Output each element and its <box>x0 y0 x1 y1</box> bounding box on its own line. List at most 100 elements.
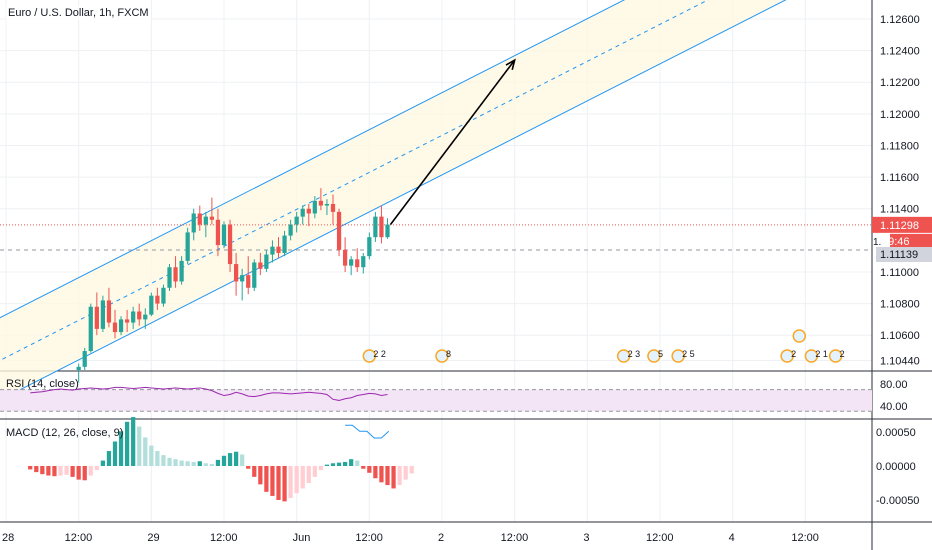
event-label: 2 5 <box>682 349 695 359</box>
macd-histogram-bar <box>336 462 342 466</box>
candle-body <box>167 267 172 288</box>
candle-body <box>276 246 281 253</box>
time-tick-label: 29 <box>147 532 159 544</box>
candle-body <box>185 232 190 261</box>
candle-body <box>197 213 202 225</box>
macd-histogram-bar <box>312 466 317 477</box>
candle-body <box>161 287 166 304</box>
candle-body <box>203 216 208 225</box>
channel-upper-line <box>0 0 626 319</box>
price-tick-label: 1.12000 <box>880 109 920 121</box>
ref-price-text: 1.11139 <box>880 249 918 261</box>
macd-histogram-bar <box>143 437 148 466</box>
time-tick-label: 3 <box>583 532 589 544</box>
event-flag-icon[interactable] <box>435 349 449 363</box>
macd-histogram-bar <box>221 455 227 466</box>
event-label: 8 <box>446 349 451 359</box>
candle-body <box>215 219 221 246</box>
candle-body <box>131 311 136 323</box>
event-flag-icon[interactable] <box>362 349 377 363</box>
price-tick-label: 1.10600 <box>880 330 920 342</box>
macd-histogram-bar <box>161 455 166 466</box>
price-tick-label: 1.11000 <box>880 267 919 279</box>
candle-body <box>227 224 233 265</box>
candle-body <box>191 213 196 233</box>
macd-histogram-bar <box>112 441 118 466</box>
candle-body <box>367 237 372 257</box>
price-tick-label: 1.12200 <box>880 77 920 89</box>
candle-body <box>240 275 245 282</box>
macd-histogram-bar <box>100 460 106 466</box>
macd-histogram-bar <box>191 461 196 466</box>
time-tick-label: 12:00 <box>791 532 819 544</box>
macd-histogram-bar <box>149 445 154 466</box>
macd-histogram-bar <box>52 466 57 477</box>
candle-body <box>300 208 305 217</box>
time-tick-label: 12:00 <box>501 532 529 544</box>
price-tick-label: 1.11400 <box>880 204 919 216</box>
candle-body <box>258 262 263 269</box>
macd-tick-label: -0.00050 <box>876 495 919 507</box>
macd-histogram-bar <box>82 466 87 481</box>
symbol-title: Euro / U.S. Dollar, 1h, FXCM <box>6 6 151 20</box>
countdown-tag <box>890 233 932 249</box>
macd-histogram-bar <box>70 466 75 477</box>
candle-body <box>288 224 293 236</box>
macd-histogram-bar <box>28 466 33 470</box>
price-tick-label: 1.10440 <box>880 356 920 368</box>
candle-body <box>282 235 287 253</box>
candle-body <box>330 203 336 212</box>
event-label: 2 1 <box>815 349 828 359</box>
macd-histogram-bar <box>118 431 124 466</box>
candle-body <box>173 267 178 282</box>
macd-histogram-bar <box>185 461 190 466</box>
macd-histogram-bar <box>258 466 263 485</box>
candle-body <box>306 208 311 214</box>
event-flag-icon[interactable] <box>828 349 843 363</box>
event-flag-icon[interactable] <box>780 349 794 363</box>
event-flag-icon[interactable] <box>671 349 685 363</box>
current-price-text: 1.11298 <box>880 220 919 232</box>
macd-histogram-bar <box>227 453 233 466</box>
candle-body <box>112 322 118 333</box>
price-tick-label: 1.11800 <box>880 140 919 152</box>
macd-histogram-bar <box>34 466 39 473</box>
candle-body <box>149 295 154 315</box>
macd-histogram-bar <box>397 466 402 486</box>
candle-body <box>324 203 330 206</box>
macd-histogram-bar <box>106 451 112 466</box>
candle-body <box>342 249 348 266</box>
projection-arrow-line <box>389 59 516 226</box>
rsi-line <box>30 386 388 401</box>
macd-histogram-bar <box>294 466 299 494</box>
macd-title: MACD (12, 26, close, 9) <box>6 427 124 439</box>
macd-histogram-bar <box>179 460 184 466</box>
channel-lower-line <box>0 0 787 401</box>
event-label: 5 <box>658 349 663 359</box>
macd-histogram-bar <box>76 466 81 480</box>
candle-body <box>106 300 112 323</box>
candle-body <box>379 216 384 238</box>
macd-histogram-bar <box>46 466 51 476</box>
rsi-tick-label: 40.00 <box>880 401 908 413</box>
macd-histogram-bar <box>94 466 99 471</box>
macd-histogram-bar <box>64 466 69 475</box>
time-tick-label: Jun <box>293 532 311 544</box>
event-flag-icon[interactable] <box>647 349 661 363</box>
candle-body <box>124 319 130 323</box>
candle-body <box>252 262 257 288</box>
macd-histogram-bar <box>300 466 305 489</box>
event-flag-icon[interactable] <box>792 329 807 343</box>
event-flag-icon[interactable] <box>804 349 819 363</box>
macd-histogram-bar <box>246 466 251 469</box>
macd-histogram-bar <box>209 463 215 466</box>
macd-histogram-bar <box>318 466 324 471</box>
macd-histogram-bar <box>379 466 384 483</box>
event-flag-icon[interactable] <box>616 349 631 363</box>
candle-body <box>294 216 299 225</box>
event-label: 2 3 <box>628 349 641 359</box>
macd-histogram-bar <box>373 466 378 479</box>
macd-histogram-bar <box>355 460 360 466</box>
